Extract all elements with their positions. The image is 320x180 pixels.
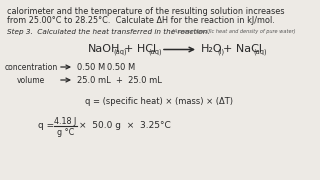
Text: (aq): (aq) — [113, 48, 127, 55]
Text: NaOH: NaOH — [88, 44, 120, 54]
Text: ×  50.0 g  ×  3.25°C: × 50.0 g × 3.25°C — [79, 121, 171, 130]
Text: H₂O: H₂O — [201, 44, 223, 54]
Text: (aq): (aq) — [148, 48, 162, 55]
Text: q = (specific heat) × (mass) × (ΔT): q = (specific heat) × (mass) × (ΔT) — [85, 97, 233, 106]
Text: + HCl: + HCl — [124, 44, 156, 54]
Text: volume: volume — [17, 76, 45, 85]
Text: q =: q = — [38, 121, 54, 130]
Text: calorimeter and the temperature of the resulting solution increases: calorimeter and the temperature of the r… — [7, 7, 284, 16]
Text: concentration: concentration — [5, 63, 58, 72]
Text: 0.50 M: 0.50 M — [107, 63, 135, 72]
Text: (aq): (aq) — [253, 48, 267, 55]
Text: 25.0 mL  +  25.0 mL: 25.0 mL + 25.0 mL — [77, 76, 162, 85]
Text: from 25.00°C to 28.25°C.  Calculate ΔH for the reaction in kJ/mol.: from 25.00°C to 28.25°C. Calculate ΔH fo… — [7, 16, 275, 25]
Text: g °C: g °C — [57, 128, 74, 137]
Text: (Assume specific heat and density of pure water): (Assume specific heat and density of pur… — [172, 29, 296, 34]
Text: + NaCl: + NaCl — [223, 44, 262, 54]
Text: 0.50 M: 0.50 M — [77, 63, 105, 72]
Text: (l): (l) — [217, 48, 224, 55]
Text: 4.18 J: 4.18 J — [54, 117, 76, 126]
Text: Step 3.  Calculated the heat transferred in the reaction.: Step 3. Calculated the heat transferred … — [7, 29, 210, 35]
